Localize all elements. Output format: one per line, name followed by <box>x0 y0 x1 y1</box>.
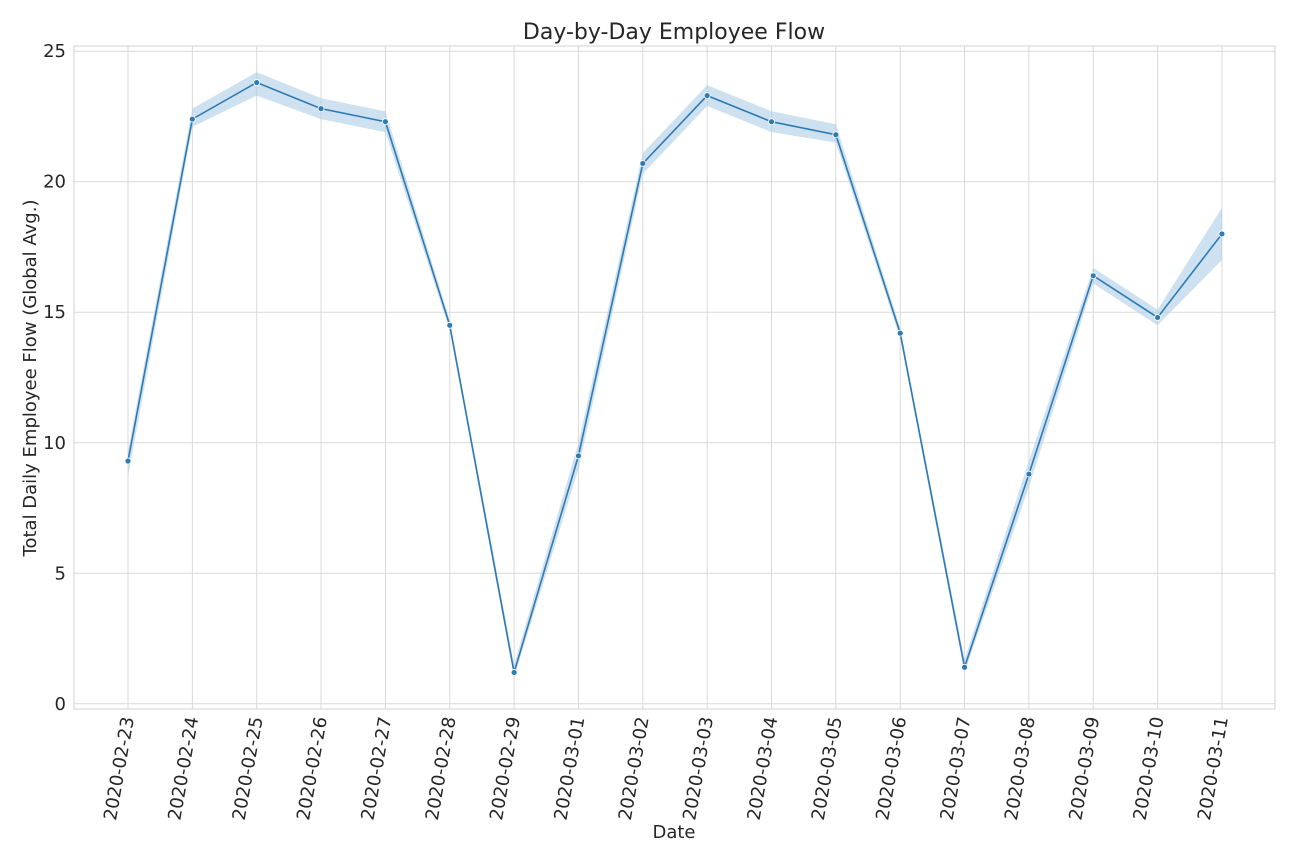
x-tick-label: 2020-02-23 <box>100 715 139 822</box>
data-point <box>317 105 325 113</box>
x-tick-label: 2020-02-29 <box>486 715 525 822</box>
y-tick-label: 15 <box>43 302 66 323</box>
x-tick-label: 2020-02-24 <box>164 715 203 822</box>
data-point <box>832 131 840 139</box>
data-point <box>1154 314 1161 321</box>
data-point <box>961 663 968 671</box>
x-tick-label: 2020-02-28 <box>422 715 461 822</box>
data-point <box>896 329 904 337</box>
data-point <box>253 79 261 86</box>
x-tick-label: 2020-03-03 <box>679 715 718 822</box>
x-tick-label: 2020-03-01 <box>551 715 590 822</box>
x-tick-label: 2020-03-05 <box>808 715 847 822</box>
x-tick-label: 2020-02-25 <box>229 715 268 822</box>
x-tick-label: 2020-03-11 <box>1194 715 1233 822</box>
data-point <box>381 118 389 126</box>
chart-title: Day-by-Day Employee Flow <box>523 20 825 45</box>
x-tick-label: 2020-03-10 <box>1130 715 1169 822</box>
data-point <box>639 160 647 167</box>
x-tick-label: 2020-02-26 <box>293 715 332 822</box>
y-tick-label: 10 <box>43 433 66 454</box>
x-tick-label: 2020-03-02 <box>615 715 654 822</box>
x-tick-label: 2020-03-06 <box>872 715 911 822</box>
series-line <box>127 81 1223 673</box>
x-tick-label: 2020-03-04 <box>744 715 783 822</box>
x-tick-label: 2020-03-08 <box>1001 715 1040 822</box>
data-point <box>703 92 711 99</box>
data-point <box>1089 272 1097 280</box>
data-point <box>188 115 196 123</box>
x-tick-label: 2020-02-27 <box>357 715 396 822</box>
data-point <box>575 452 582 460</box>
data-point <box>1218 230 1226 238</box>
data-point <box>768 118 775 126</box>
data-point <box>1025 470 1033 478</box>
y-tick-label: 0 <box>55 694 66 715</box>
data-point <box>446 321 454 329</box>
x-tick-label: 2020-03-09 <box>1065 715 1104 822</box>
y-axis-label: Total Daily Employee Flow (Global Avg.) <box>20 200 41 558</box>
y-tick-label: 20 <box>43 172 66 193</box>
x-axis-label: Date <box>652 822 695 843</box>
data-point <box>510 669 518 676</box>
data-point <box>124 457 132 465</box>
y-tick-label: 5 <box>55 563 66 584</box>
plot-frame <box>73 45 1276 710</box>
confidence-band <box>128 72 1222 678</box>
y-tick-label: 25 <box>43 41 66 62</box>
x-tick-label: 2020-03-07 <box>937 715 976 822</box>
